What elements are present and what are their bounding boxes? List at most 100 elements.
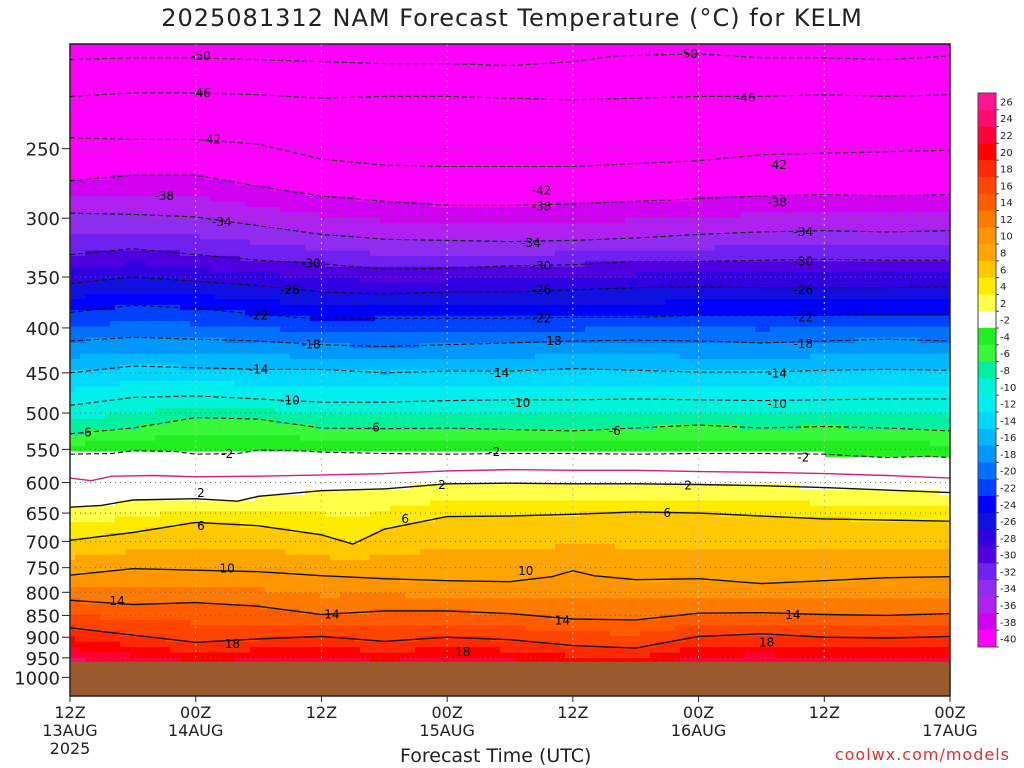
fill-cell <box>260 359 266 366</box>
fill-cell <box>205 647 211 654</box>
fill-cell <box>130 217 136 224</box>
fill-cell <box>180 293 186 300</box>
fill-cell <box>100 87 106 94</box>
fill-cell <box>255 326 261 333</box>
fill-cell <box>105 494 111 501</box>
fill-cell <box>175 609 181 616</box>
fill-cell <box>125 359 131 366</box>
fill-cell <box>165 152 171 159</box>
fill-cell <box>70 163 76 170</box>
fill-cell <box>115 462 121 469</box>
fill-cell <box>115 147 121 154</box>
fill-cell <box>270 326 276 333</box>
fill-cell <box>110 565 116 572</box>
fill-cell <box>115 429 121 436</box>
fill-cell <box>240 609 246 616</box>
fill-cell <box>170 592 176 599</box>
fill-cell <box>175 185 181 192</box>
fill-cell <box>210 386 216 393</box>
fill-cell <box>85 207 91 214</box>
fill-cell <box>175 619 181 626</box>
fill-cell <box>160 408 166 415</box>
fill-cell <box>215 446 221 453</box>
fill-cell <box>105 652 111 659</box>
fill-cell <box>215 293 221 300</box>
fill-cell <box>140 440 146 447</box>
fill-cell <box>220 435 226 442</box>
fill-cell <box>180 76 186 83</box>
fill-cell <box>160 283 166 290</box>
fill-cell <box>95 65 101 72</box>
fill-cell <box>220 462 226 469</box>
fill-cell <box>130 657 136 664</box>
fill-cell <box>175 288 181 295</box>
fill-cell <box>180 92 186 99</box>
fill-cell <box>215 511 221 518</box>
fill-cell <box>195 505 201 512</box>
fill-cell <box>85 348 91 355</box>
fill-cell <box>135 174 141 181</box>
fill-cell <box>210 543 216 550</box>
fill-cell <box>255 500 261 507</box>
fill-cell <box>185 49 191 56</box>
fill-cell <box>260 484 266 491</box>
fill-cell <box>185 587 191 594</box>
fill-cell <box>80 446 86 453</box>
fill-cell <box>200 592 206 599</box>
fill-cell <box>80 619 86 626</box>
fill-cell <box>165 179 171 186</box>
fill-cell <box>210 516 216 523</box>
fill-cell <box>230 353 236 360</box>
fill-cell <box>230 619 236 626</box>
fill-cell <box>255 277 261 284</box>
fill-cell <box>95 391 101 398</box>
fill-cell <box>200 571 206 578</box>
fill-cell <box>95 413 101 420</box>
fill-cell <box>150 326 156 333</box>
fill-cell <box>110 196 116 203</box>
fill-cell <box>115 217 121 224</box>
fill-cell <box>235 60 241 67</box>
fill-cell <box>195 380 201 387</box>
fill-cell <box>150 299 156 306</box>
fill-cell <box>160 571 166 578</box>
fill-cell <box>195 245 201 252</box>
fill-cell <box>105 375 111 382</box>
fill-cell <box>250 54 256 61</box>
fill-cell <box>100 71 106 78</box>
fill-cell <box>85 190 91 197</box>
fill-cell <box>210 489 216 496</box>
fill-cell <box>240 76 246 83</box>
fill-cell <box>135 310 141 317</box>
fill-cell <box>100 609 106 616</box>
fill-cell <box>75 516 81 523</box>
fill-cell <box>230 304 236 311</box>
fill-cell <box>220 310 226 317</box>
fill-cell <box>240 424 246 431</box>
fill-cell <box>210 293 216 300</box>
fill-cell <box>220 581 226 588</box>
fill-cell <box>120 228 126 235</box>
fill-cell <box>190 560 196 567</box>
fill-cell <box>105 103 111 110</box>
fill-cell <box>225 603 231 610</box>
fill-cell <box>95 435 101 442</box>
fill-cell <box>170 522 176 529</box>
fill-cell <box>270 500 276 507</box>
fill-cell <box>160 500 166 507</box>
fill-cell <box>255 147 261 154</box>
fill-cell <box>125 321 131 328</box>
fill-cell <box>235 364 241 371</box>
fill-cell <box>180 98 186 105</box>
fill-cell <box>200 533 206 540</box>
fill-cell <box>75 533 81 540</box>
fill-cell <box>215 348 221 355</box>
fill-cell <box>210 424 216 431</box>
fill-cell <box>170 505 176 512</box>
fill-cell <box>205 266 211 273</box>
fill-cell <box>270 364 276 371</box>
fill-cell <box>75 141 81 148</box>
fill-cell <box>75 342 81 349</box>
fill-cell <box>105 272 111 279</box>
fill-cell <box>215 565 221 572</box>
